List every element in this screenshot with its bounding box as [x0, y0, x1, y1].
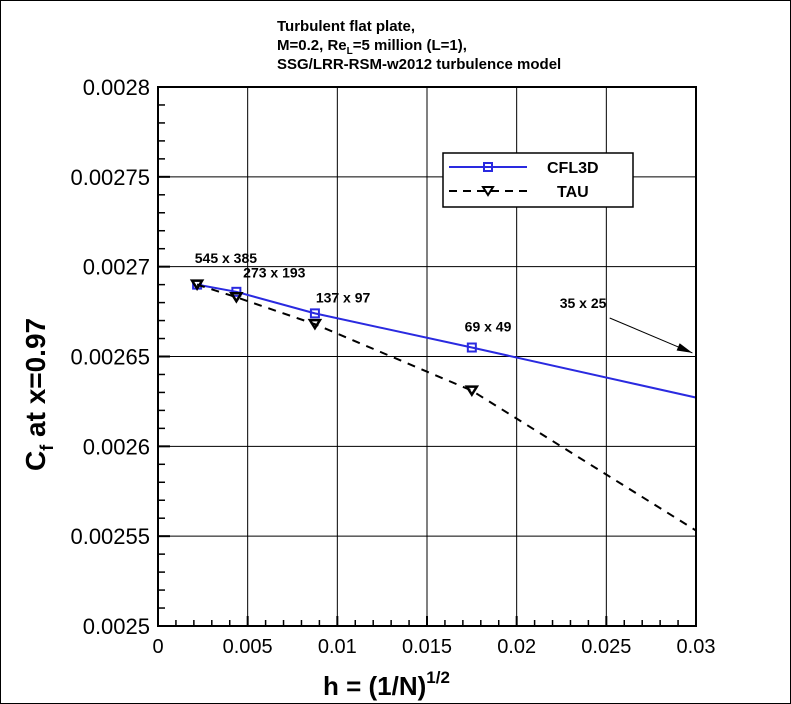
x-tick-label: 0 [152, 636, 163, 658]
annotation-arrow-head [676, 343, 693, 353]
y-tick-label: 0.00255 [70, 524, 150, 549]
x-tick-label: 0.025 [581, 636, 631, 658]
legend-label-cfl3d: CFL3D [547, 160, 599, 177]
x-tick-label: 0.01 [318, 636, 357, 658]
data-point-cfl3d [231, 286, 242, 297]
legend-label-tau: TAU [557, 184, 589, 201]
y-tick-label: 0.00275 [70, 165, 150, 190]
data-point-tau [189, 279, 205, 291]
x-axis-label: h = (1/N)1/2 [323, 668, 450, 701]
data-point-tau [464, 385, 480, 397]
x-tick-label: 0.015 [402, 636, 452, 658]
ticks: 0 0.005 0.01 0.015 0.02 0.025 0.03 0.0025 0.0025… [70, 75, 715, 658]
y-tick-label: 0.00265 [70, 345, 150, 370]
legend-marker-cfl3d [483, 162, 493, 172]
title-line-1: Turbulent flat plate, [277, 18, 415, 35]
x-tick-label: 0.005 [223, 636, 273, 658]
x-tick-label: 0.03 [677, 636, 716, 658]
data-label: 273 x 193 [243, 264, 305, 280]
y-tick-label: 0.0027 [83, 255, 150, 280]
data-label: 35 x 25 [560, 295, 607, 311]
data-point-tau [229, 291, 244, 304]
y-tick-label: 0.0025 [83, 614, 150, 639]
y-tick-label: 0.0028 [83, 75, 150, 100]
data-label: 545 x 385 [195, 250, 257, 266]
data-label: 69 x 49 [465, 318, 512, 334]
legend-box [442, 152, 634, 208]
data-label: 137 x 97 [316, 290, 371, 306]
y-tick-label: 0.0026 [83, 434, 150, 459]
legend-marker-tau [481, 186, 495, 197]
title-line-3: SSG/LRR-RSM-w2012 turbulence model [277, 56, 561, 73]
series-line-cfl3d [196, 283, 696, 399]
data-point-cfl3d [466, 342, 477, 353]
x-tick-label: 0.02 [497, 636, 536, 658]
series-line-tau [196, 283, 696, 532]
data-point-tau [307, 318, 323, 331]
data-point-cfl3d [309, 308, 320, 319]
legend: CFL3D TAU [442, 152, 634, 208]
series-layer [189, 279, 696, 532]
title-line-2: M=0.2, ReL=5 million (L=1), [277, 37, 467, 57]
y-axis-label: Cf at x=0.97 [20, 318, 57, 471]
